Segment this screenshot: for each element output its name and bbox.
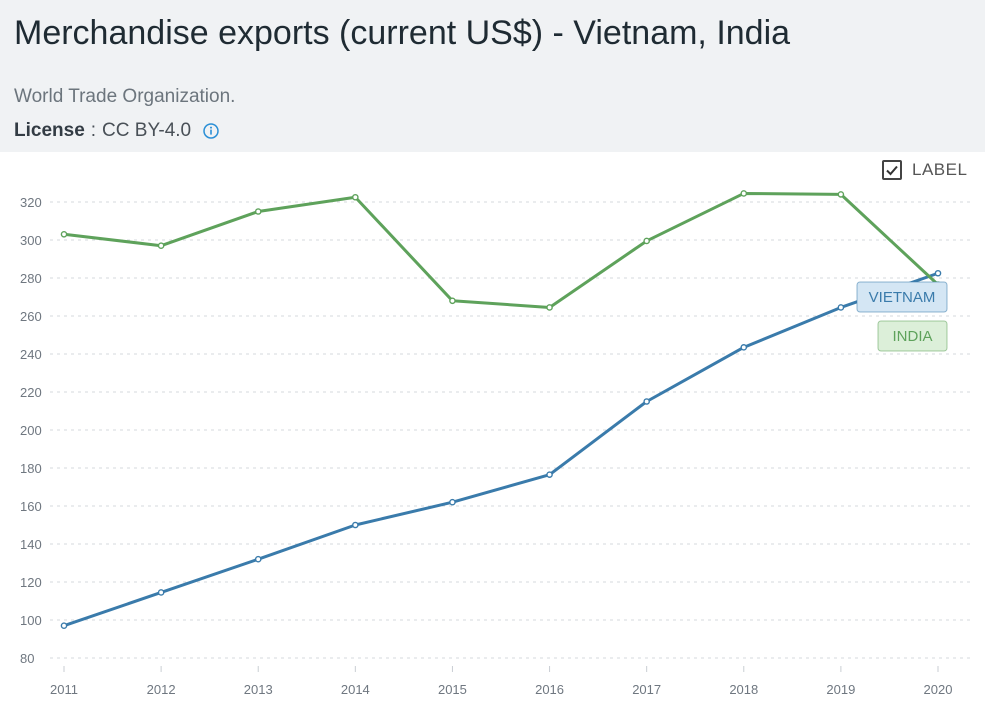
checkmark-icon: [886, 165, 898, 176]
data-point-india: [254, 208, 262, 215]
data-point-vietnam: [60, 622, 68, 630]
x-tick-label: 2012: [147, 682, 176, 697]
y-tick-label: 240: [20, 347, 42, 362]
x-tick-label: 2020: [924, 682, 953, 697]
data-point-vietnam: [934, 269, 942, 277]
y-tick-label: 300: [20, 233, 42, 248]
y-tick-label: 180: [20, 461, 42, 476]
series-tag-label-india: INDIA: [892, 328, 932, 345]
data-point-vietnam: [352, 521, 359, 529]
data-point-vietnam: [449, 498, 456, 506]
data-point-vietnam: [157, 589, 165, 596]
x-tick-label: 2016: [535, 682, 564, 697]
y-tick-label: 100: [20, 613, 42, 628]
license-separator: :: [90, 120, 97, 141]
x-tick-label: 2014: [341, 682, 370, 697]
x-tick-label: 2017: [632, 682, 661, 697]
series-tag-vietnam: [856, 281, 948, 313]
source-text: World Trade Organization.: [14, 86, 236, 107]
y-tick-label: 220: [20, 385, 42, 400]
y-tick-label: 280: [20, 271, 42, 286]
data-point-india: [643, 237, 650, 245]
data-point-india: [60, 231, 68, 238]
series-tag-india: [877, 320, 948, 352]
x-tick-label: 2015: [438, 682, 467, 697]
data-point-india: [352, 193, 359, 201]
license-key: License: [14, 120, 85, 141]
data-point-vietnam: [837, 304, 845, 311]
x-tick-label: 2018: [729, 682, 758, 697]
data-point-india: [837, 191, 845, 198]
label-toggle[interactable]: LABEL: [882, 160, 967, 180]
series-line-vietnam: [62, 271, 940, 628]
label-checkbox[interactable]: [882, 160, 902, 180]
data-point-vietnam: [546, 471, 553, 478]
license-line: License : CC BY-4.0: [14, 120, 219, 142]
data-point-india: [546, 304, 553, 311]
series-tag-label-vietnam: VIETNAM: [869, 289, 936, 306]
license-value: CC BY-4.0: [102, 120, 192, 141]
y-tick-label: 200: [20, 423, 42, 438]
x-tick-label: 2013: [244, 682, 273, 697]
x-tick-label: 2011: [50, 682, 78, 697]
y-tick-label: 120: [20, 575, 42, 590]
data-point-vietnam: [643, 398, 650, 405]
y-tick-label: 80: [20, 651, 34, 666]
y-tick-label: 320: [20, 195, 42, 210]
data-point-vietnam: [740, 344, 748, 351]
data-point-india: [740, 190, 748, 197]
y-tick-label: 160: [20, 499, 42, 514]
line-chart: 80 100 120 140 160 180 200 220 240 260 280 300 320 20…: [20, 190, 972, 697]
y-tick-label: 140: [20, 537, 42, 552]
series-line-india: [62, 191, 940, 309]
info-icon[interactable]: [203, 123, 219, 139]
data-point-vietnam: [254, 555, 262, 563]
y-tick-label: 260: [20, 309, 42, 324]
x-tick-label: 2019: [826, 682, 855, 697]
chart-header: Merchandise exports (current US$) - Viet…: [0, 0, 985, 152]
label-toggle-text: LABEL: [912, 160, 968, 179]
data-point-india: [157, 242, 165, 249]
page-title: Merchandise exports (current US$) - Viet…: [14, 14, 791, 52]
data-point-india: [449, 297, 456, 305]
